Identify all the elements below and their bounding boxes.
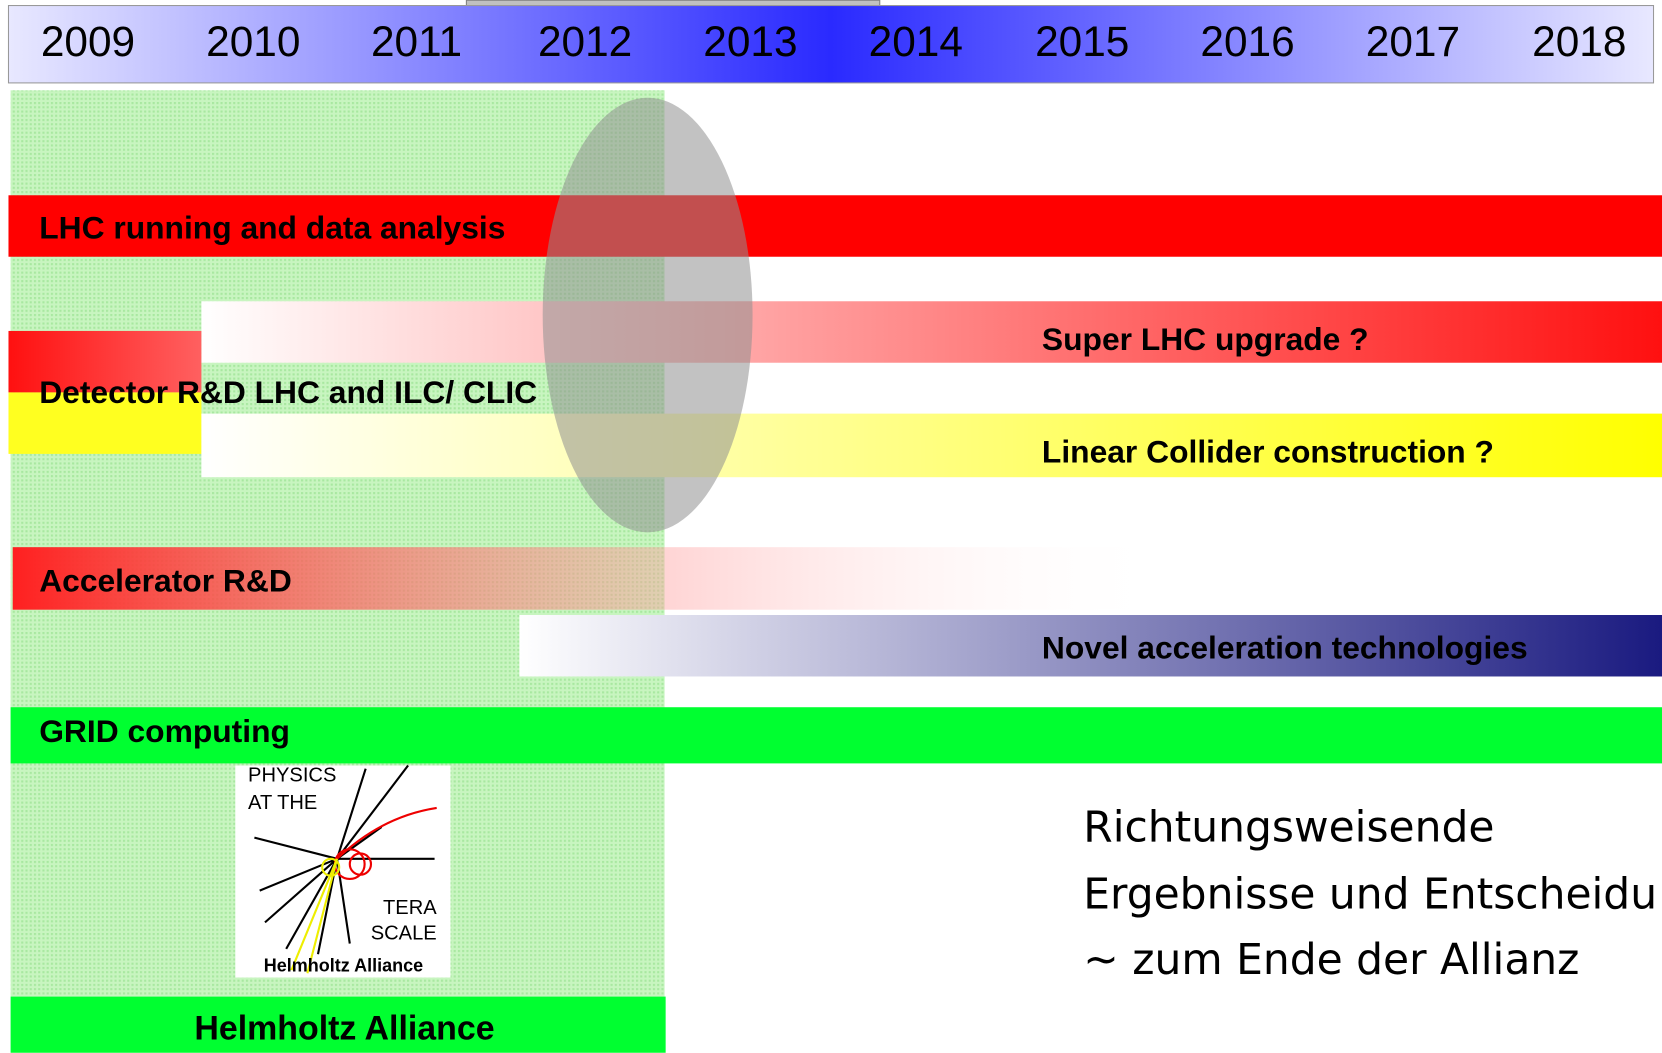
year-label: 2014	[869, 18, 963, 65]
note-line: ~ zum Ende der Allianz	[1083, 935, 1579, 984]
bar-label: Detector R&D LHC and ILC/ CLIC	[39, 374, 537, 410]
bar-label: Accelerator R&D	[39, 563, 292, 599]
logo-text: Helmholtz Alliance	[264, 956, 423, 976]
year-label: 2015	[1035, 18, 1129, 65]
logo-text: SCALE	[371, 922, 437, 944]
year-label: 2012	[538, 18, 632, 65]
bar-label: GRID computing	[39, 713, 290, 749]
page: {"timeline": {"years": ["2009", "2010", …	[0, 0, 1662, 1053]
logo-text: AT THE	[248, 792, 317, 814]
year-label: 2016	[1200, 18, 1294, 65]
year-label: 2010	[206, 18, 300, 65]
bar-slhc	[201, 301, 1662, 362]
note-line: Richtungsweisende	[1083, 803, 1494, 852]
footer-label: Helmholtz Alliance	[194, 1009, 494, 1047]
year-label: 2009	[41, 18, 135, 65]
decision-ellipse	[543, 98, 753, 533]
bar-label: LHC running and data analysis	[39, 210, 505, 246]
year-label: 2017	[1366, 18, 1460, 65]
logo-text: PHYSICS	[248, 764, 336, 786]
bar-label: Linear Collider construction ?	[1042, 433, 1494, 469]
logo: PHYSICS AT THE TERA SCALE Helmholtz Alli…	[235, 764, 450, 977]
bar-label: Novel acceleration technologies	[1042, 629, 1528, 665]
year-label: 2011	[371, 18, 462, 65]
year-label: 2013	[703, 18, 797, 65]
slide: 2009 2010 2011 2012 2013 2014 2015 2016 2017 2018…	[0, 0, 1662, 1053]
logo-text: TERA	[383, 897, 437, 919]
year-label: 2018	[1532, 18, 1626, 65]
bar-label: Super LHC upgrade ?	[1042, 321, 1369, 357]
note-line: Ergebnisse und Entscheidu	[1083, 869, 1657, 918]
